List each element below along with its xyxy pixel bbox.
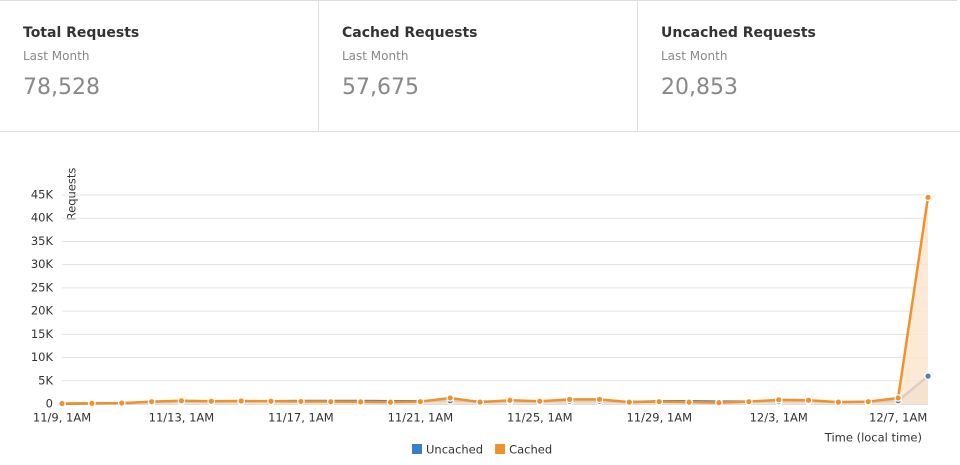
card-subtitle: Last Month (23, 49, 90, 63)
x-axis-label: Time (local time) (824, 431, 922, 445)
data-point (924, 193, 932, 202)
x-tick-label: 11/9, 1AM (33, 411, 91, 425)
data-point (595, 395, 604, 404)
series-line (61, 197, 930, 405)
y-tick-label: 30K (31, 257, 54, 271)
card-title: Cached Requests (342, 25, 478, 41)
data-point (386, 398, 395, 406)
data-point (446, 394, 455, 402)
data-point (625, 398, 634, 406)
data-point (88, 399, 96, 408)
data-point (715, 398, 723, 407)
series-area (62, 197, 928, 404)
data-point (177, 396, 186, 405)
data-point (924, 372, 932, 380)
data-point (237, 397, 245, 405)
x-tick-label: 11/29, 1AM (626, 411, 692, 425)
data-point (147, 397, 156, 406)
data-point (535, 397, 544, 406)
y-tick-label: 25K (31, 280, 54, 294)
chart: Requests Time (local time) 0 5K 10K 15K 20K 2… (31, 168, 932, 457)
data-point (476, 398, 484, 406)
data-point (685, 398, 693, 406)
x-tick-label: 11/17, 1AM (268, 411, 334, 425)
data-point (416, 397, 425, 406)
card-value: 57,675 (342, 75, 419, 100)
data-point (267, 397, 275, 406)
data-point (117, 399, 126, 407)
y-tick-label: 5K (38, 373, 53, 387)
stat-cards: Total Requests Last Month 78,528 Cached … (0, 0, 960, 132)
data-point (297, 397, 305, 406)
x-tick-label: 11/21, 1AM (388, 411, 454, 425)
legend-label: Cached (509, 443, 552, 457)
data-point (745, 397, 753, 406)
y-tick-label: 0 (46, 397, 53, 411)
y-tick-label: 35K (31, 234, 54, 248)
x-tick-label: 11/13, 1AM (149, 411, 215, 425)
data-point (356, 398, 365, 406)
x-tick-label: 12/7, 1AM (869, 411, 927, 425)
card-title: Uncached Requests (661, 25, 816, 41)
x-tick-label: 11/25, 1AM (507, 411, 573, 425)
data-point (207, 397, 216, 406)
data-point (864, 397, 873, 406)
stat-card: Cached Requests Last Month 57,675 (319, 0, 638, 131)
y-tick-label: 20K (31, 304, 54, 318)
legend-label: Uncached (426, 443, 483, 457)
data-point (894, 394, 902, 402)
data-point (565, 395, 574, 404)
card-title: Total Requests (23, 25, 140, 41)
legend-swatch (495, 444, 506, 454)
data-point (655, 397, 664, 406)
y-tick-label: 40K (31, 211, 54, 225)
card-subtitle: Last Month (661, 49, 728, 63)
y-tick-label: 15K (31, 327, 54, 341)
data-point (506, 396, 514, 405)
legend-swatch (412, 444, 422, 454)
x-tick-label: 12/3, 1AM (750, 411, 808, 425)
data-point (326, 397, 335, 406)
stat-card: Total Requests Last Month 78,528 (0, 0, 319, 131)
data-point (774, 396, 783, 404)
card-value: 78,528 (23, 75, 100, 100)
y-axis-label: Requests (65, 168, 79, 221)
y-tick-label: 10K (31, 350, 54, 364)
card-value: 20,853 (661, 75, 738, 100)
data-point (58, 399, 66, 408)
data-point (804, 396, 813, 405)
card-subtitle: Last Month (342, 49, 409, 63)
y-tick-label: 45K (31, 188, 54, 202)
data-point (834, 398, 843, 406)
stat-card: Uncached Requests Last Month 20,853 (638, 0, 957, 131)
